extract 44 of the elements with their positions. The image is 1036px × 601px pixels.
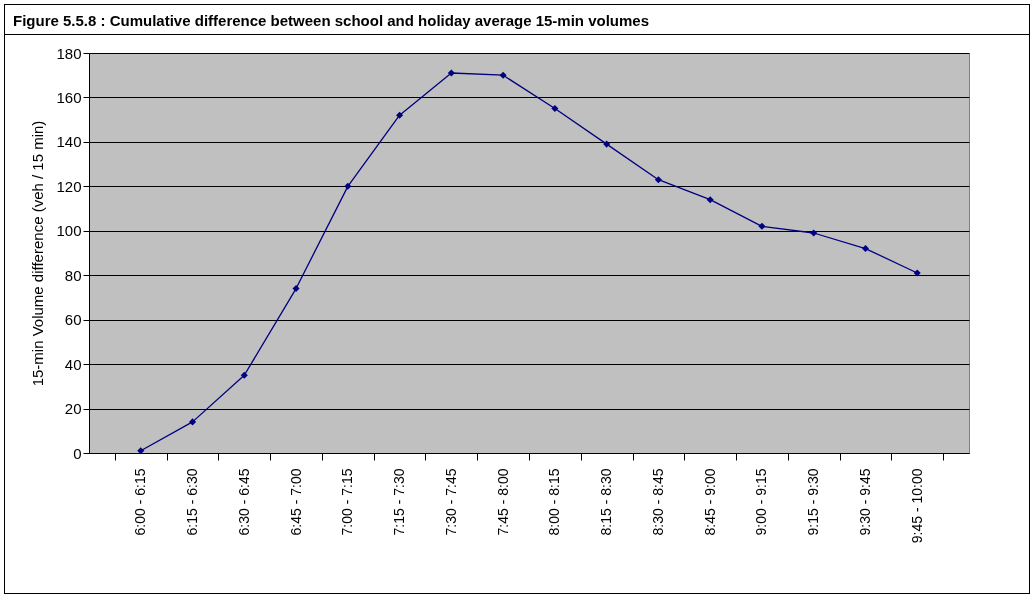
x-tick-label: 6:30 - 6:45 <box>235 468 252 536</box>
x-tick-label: 8:15 - 8:30 <box>598 468 615 536</box>
point <box>758 222 766 230</box>
x-tick-label: 7:00 - 7:15 <box>339 468 356 536</box>
x-tick-label: 6:15 - 6:30 <box>184 468 201 536</box>
x-tick-label: 6:00 - 6:15 <box>132 468 149 536</box>
x-tick-label: 9:15 - 9:30 <box>805 468 822 536</box>
point <box>396 111 404 119</box>
point <box>810 229 818 237</box>
x-tick-label: 8:00 - 8:15 <box>546 468 563 536</box>
y-tick-label: 100 <box>56 222 82 240</box>
x-tick-label: 9:00 - 9:15 <box>753 468 770 536</box>
point <box>447 69 455 77</box>
point <box>240 371 248 379</box>
y-tick-label: 160 <box>56 88 82 106</box>
point <box>913 269 921 277</box>
y-tick-label: 20 <box>64 400 82 418</box>
point <box>706 196 714 204</box>
y-tick-label: 60 <box>64 311 82 329</box>
x-tick-label: 8:30 - 8:45 <box>649 468 666 536</box>
x-tick-label: 6:45 - 7:00 <box>287 468 304 536</box>
y-tick-label: 180 <box>56 44 82 62</box>
x-tick-label: 7:30 - 7:45 <box>442 468 459 536</box>
y-axis-title: 15-min Volume difference (veh / 15 min) <box>29 120 47 387</box>
x-tick-label: 9:30 - 9:45 <box>856 468 873 536</box>
y-tick-label: 120 <box>56 177 82 195</box>
point <box>603 140 611 148</box>
y-tick-label: 0 <box>73 444 82 462</box>
y-tick-label: 40 <box>64 355 82 373</box>
x-tick-label: 9:45 - 10:00 <box>908 468 925 544</box>
point <box>188 418 197 426</box>
point <box>654 176 662 184</box>
y-tick-label: 80 <box>64 266 82 284</box>
y-tick-label: 140 <box>56 133 82 151</box>
chart-title: Figure 5.5.8 : Cumulative difference between school and holiday average 15-min volumes <box>5 5 1029 35</box>
point <box>344 182 352 190</box>
point <box>861 245 870 253</box>
x-tick-label: 7:45 - 8:00 <box>494 468 511 536</box>
x-tick-label: 8:45 - 9:00 <box>701 468 718 536</box>
point <box>292 285 300 293</box>
point <box>499 71 507 79</box>
x-tick-label: 7:15 - 7:30 <box>391 468 408 536</box>
point <box>551 105 559 113</box>
point <box>137 447 145 455</box>
